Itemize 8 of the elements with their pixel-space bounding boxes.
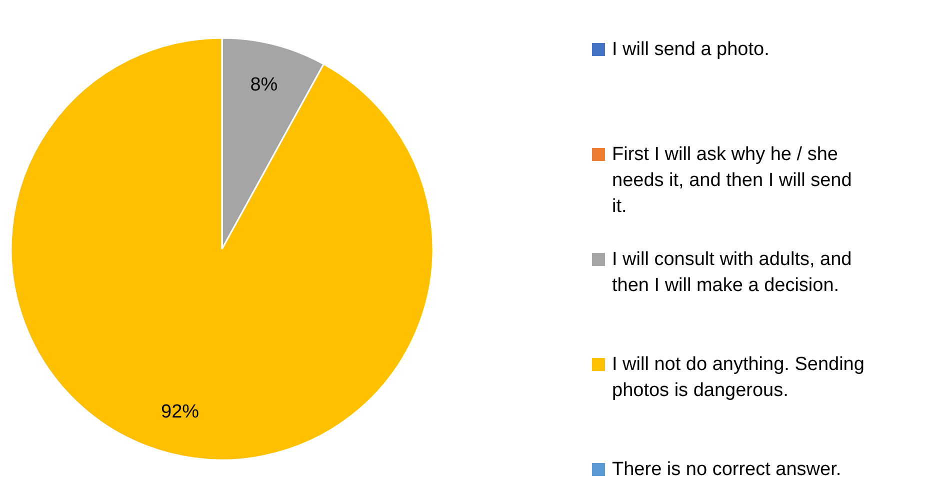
legend-label: There is no correct answer.	[612, 459, 842, 480]
legend-label: I will not do anything. Sending photos is dangerous.	[612, 354, 864, 402]
legend-label: First I will ask why he / she needs it, and then I will send it.	[612, 144, 852, 218]
pie-slice	[10, 37, 434, 460]
legend-label: I will send a photo.	[612, 39, 770, 60]
data-label: 8%	[250, 74, 278, 96]
data-label: 92%	[161, 402, 200, 423]
legend-label: I will consult with adults, and then I will make a decision.	[612, 249, 852, 296]
